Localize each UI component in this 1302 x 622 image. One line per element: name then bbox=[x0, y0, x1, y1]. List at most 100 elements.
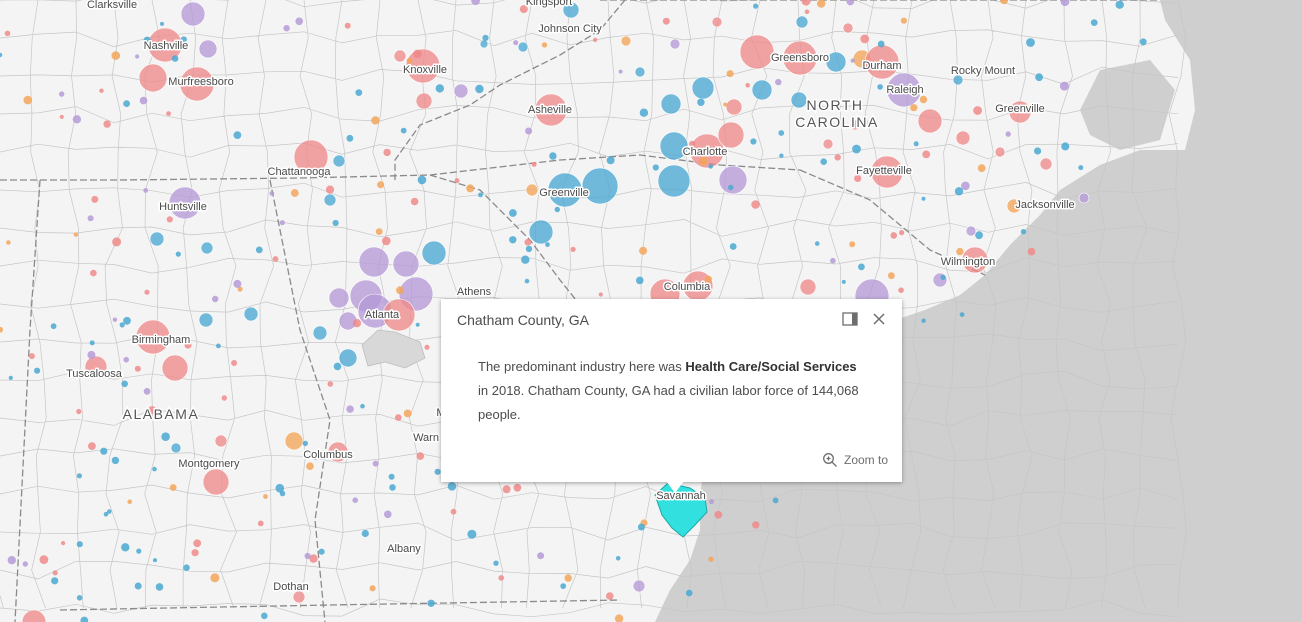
dot-other bbox=[1000, 0, 1009, 5]
dot-retail bbox=[279, 220, 285, 226]
bubble-health-care[interactable] bbox=[534, 93, 568, 127]
bubble-retail[interactable] bbox=[886, 72, 922, 108]
bubble-health-care[interactable] bbox=[717, 121, 745, 149]
dot-health-care bbox=[61, 541, 66, 546]
bubble-manufacturing[interactable] bbox=[149, 231, 165, 247]
bubble-other[interactable] bbox=[620, 35, 632, 47]
bubble-retail[interactable] bbox=[358, 246, 390, 278]
bubble-health-care[interactable] bbox=[1039, 157, 1053, 171]
dot-manufacturing bbox=[107, 509, 112, 514]
dot-other bbox=[263, 494, 268, 499]
bubble-retail[interactable] bbox=[669, 38, 681, 50]
bubble-manufacturing[interactable] bbox=[338, 348, 358, 368]
bubble-manufacturing[interactable] bbox=[200, 241, 214, 255]
dot-manufacturing bbox=[123, 316, 131, 325]
bubble-manufacturing[interactable] bbox=[691, 76, 715, 100]
bubble-other[interactable] bbox=[525, 183, 539, 197]
bubble-health-care[interactable] bbox=[739, 34, 775, 70]
bubble-manufacturing[interactable] bbox=[170, 442, 182, 454]
bubble-health-care[interactable] bbox=[689, 133, 725, 169]
bubble-other[interactable] bbox=[284, 431, 304, 451]
bubble-health-care[interactable] bbox=[782, 40, 818, 76]
dot-manufacturing bbox=[772, 497, 779, 504]
bubble-health-care[interactable] bbox=[842, 22, 854, 34]
dot-manufacturing bbox=[509, 236, 517, 244]
dot-manufacturing bbox=[1078, 165, 1084, 171]
bubble-health-care[interactable] bbox=[138, 63, 168, 93]
bubble-retail[interactable] bbox=[453, 83, 469, 99]
bubble-health-care[interactable] bbox=[179, 66, 215, 102]
dock-icon[interactable] bbox=[841, 310, 859, 328]
bubble-health-care[interactable] bbox=[21, 609, 47, 622]
bubble-manufacturing[interactable] bbox=[952, 74, 964, 86]
bubble-health-care[interactable] bbox=[994, 146, 1006, 158]
dot-manufacturing bbox=[332, 219, 339, 227]
zoom-to-button[interactable]: Zoom to bbox=[822, 452, 888, 468]
dot-manufacturing bbox=[302, 440, 308, 447]
bubble-manufacturing[interactable] bbox=[581, 167, 619, 205]
bubble-health-care[interactable] bbox=[415, 92, 433, 110]
dot-health-care bbox=[922, 150, 931, 159]
bubble-health-care[interactable] bbox=[917, 108, 943, 134]
bubble-manufacturing[interactable] bbox=[659, 131, 689, 161]
bubble-manufacturing[interactable] bbox=[751, 79, 773, 101]
bubble-health-care[interactable] bbox=[405, 48, 441, 84]
bubble-retail[interactable] bbox=[632, 579, 646, 593]
bubble-health-care[interactable] bbox=[725, 98, 743, 116]
bubble-manufacturing[interactable] bbox=[825, 51, 847, 73]
dot-manufacturing bbox=[729, 243, 737, 250]
dot-retail bbox=[961, 181, 970, 191]
bubble-health-care[interactable] bbox=[849, 119, 861, 131]
bubble-manufacturing[interactable] bbox=[547, 172, 583, 208]
bubble-retail[interactable] bbox=[392, 250, 420, 278]
bubble-manufacturing[interactable] bbox=[332, 154, 346, 168]
bubble-retail[interactable] bbox=[328, 287, 350, 309]
bubble-health-care[interactable] bbox=[214, 434, 228, 448]
dot-manufacturing bbox=[1115, 0, 1124, 9]
bubble-health-care[interactable] bbox=[327, 441, 349, 463]
county-popup[interactable]: Chatham County, GA The predominant indus… bbox=[441, 299, 902, 493]
bubble-health-care[interactable] bbox=[393, 49, 407, 63]
bubble-health-care[interactable] bbox=[799, 278, 817, 296]
bubble-manufacturing[interactable] bbox=[790, 91, 808, 109]
bubble-manufacturing[interactable] bbox=[562, 1, 580, 19]
bubble-health-care[interactable] bbox=[292, 590, 306, 604]
dot-manufacturing bbox=[475, 84, 484, 94]
dot-health-care bbox=[973, 106, 982, 115]
bubble-health-care[interactable] bbox=[147, 27, 183, 63]
bubble-retail[interactable] bbox=[180, 1, 206, 27]
city-label-nashville: Nashville bbox=[144, 40, 189, 52]
bubble-manufacturing[interactable] bbox=[634, 66, 646, 78]
bubble-retail[interactable] bbox=[932, 272, 948, 288]
bubble-health-care[interactable] bbox=[382, 298, 416, 332]
bubble-retail[interactable] bbox=[965, 225, 977, 237]
bubble-retail[interactable] bbox=[718, 165, 748, 195]
bubble-health-care[interactable] bbox=[955, 130, 971, 146]
bubble-manufacturing[interactable] bbox=[312, 325, 328, 341]
bubble-manufacturing[interactable] bbox=[795, 15, 809, 29]
bubble-retail[interactable] bbox=[198, 39, 218, 59]
bubble-manufacturing[interactable] bbox=[243, 306, 259, 322]
bubble-manufacturing[interactable] bbox=[660, 93, 682, 115]
bubble-manufacturing[interactable] bbox=[657, 164, 691, 198]
bubble-health-care[interactable] bbox=[293, 139, 329, 175]
bubble-health-care[interactable] bbox=[961, 246, 989, 274]
bubble-health-care[interactable] bbox=[161, 354, 189, 382]
bubble-manufacturing[interactable] bbox=[528, 219, 554, 245]
bubble-manufacturing[interactable] bbox=[421, 240, 447, 266]
bubble-manufacturing[interactable] bbox=[479, 39, 489, 49]
bubble-health-care[interactable] bbox=[202, 468, 230, 496]
bubble-other[interactable] bbox=[1006, 198, 1022, 214]
bubble-manufacturing[interactable] bbox=[323, 193, 337, 207]
bubble-health-care[interactable] bbox=[84, 355, 108, 379]
bubble-manufacturing[interactable] bbox=[517, 41, 529, 53]
dot-other bbox=[466, 184, 475, 193]
bubble-health-care[interactable] bbox=[870, 155, 904, 189]
bubble-health-care[interactable] bbox=[711, 16, 723, 28]
dot-retail bbox=[513, 40, 519, 46]
close-icon[interactable] bbox=[870, 310, 888, 328]
bubble-retail[interactable] bbox=[1078, 192, 1090, 204]
bubble-retail[interactable] bbox=[168, 186, 202, 220]
bubble-health-care[interactable] bbox=[822, 138, 834, 150]
bubble-manufacturing[interactable] bbox=[198, 312, 214, 328]
